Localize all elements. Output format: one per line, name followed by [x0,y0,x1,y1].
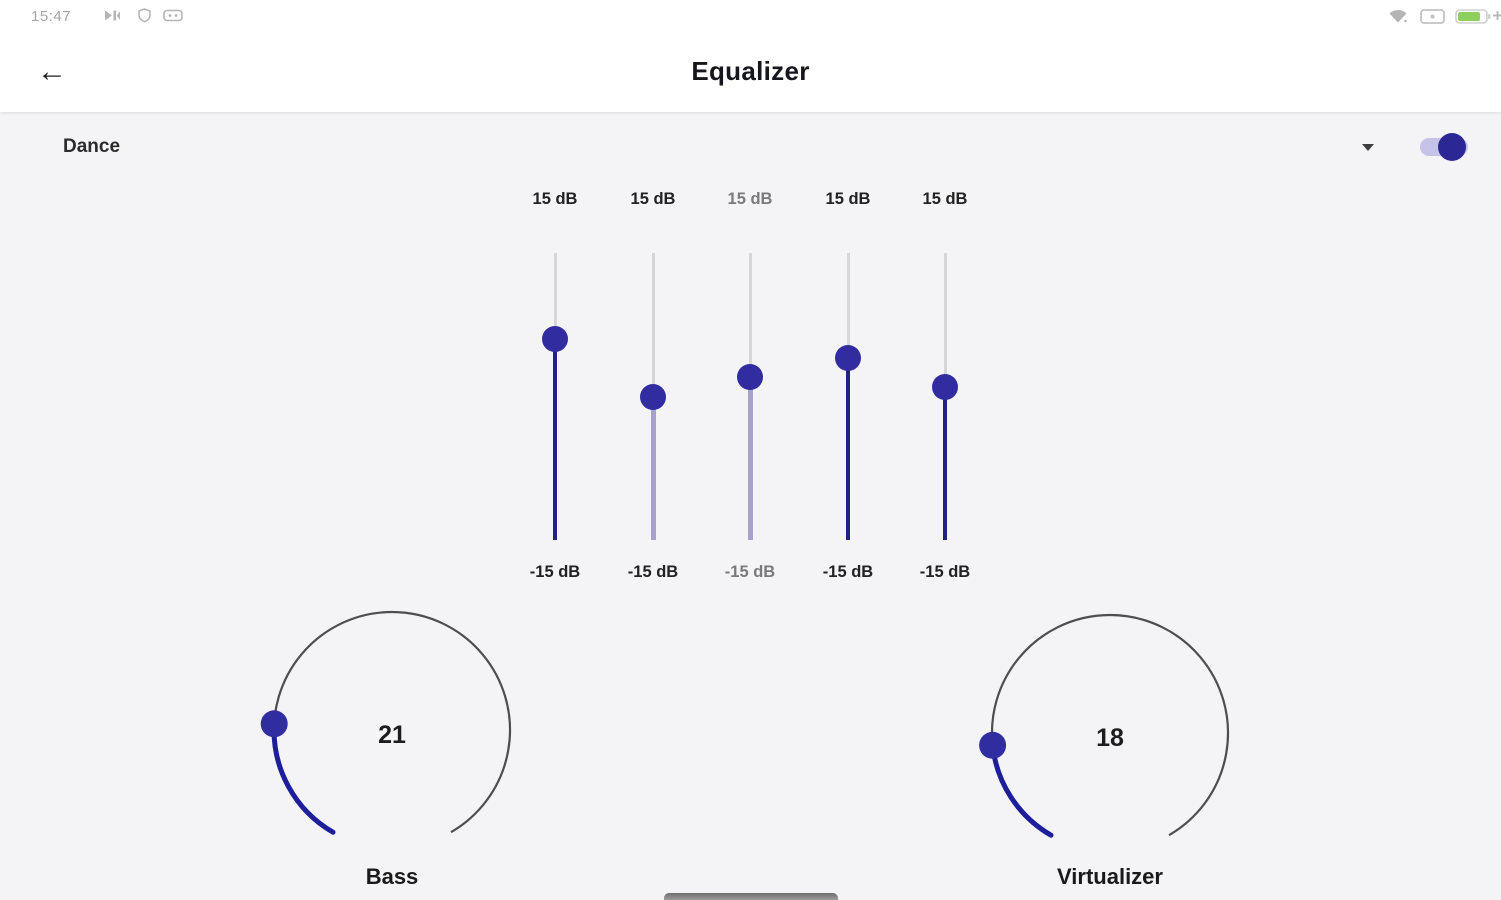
eq-band-5: 15 dB -15 dB [895,185,995,605]
eq-slider-thumb[interactable] [737,364,763,391]
virtualizer-knob-thumb[interactable] [979,731,1007,759]
band-max-label: 15 dB [922,190,968,208]
eq-band-3: 15 dB -15 dB [700,185,800,605]
bass-knob-thumb[interactable] [260,710,288,738]
eq-slider-thumb[interactable] [640,383,666,410]
bass-knob-dial[interactable] [247,585,537,875]
band-min-label: -15 dB [822,563,874,581]
status-bar: 15:47 [0,0,1501,32]
status-time: 15:47 [31,8,72,25]
back-button[interactable]: ← [37,55,67,88]
virtualizer-value: 18 [1096,724,1124,752]
bass-label: Bass [365,864,419,889]
eq-band-4: 15 dB -15 dB [798,185,898,605]
wifi-icon [1388,8,1408,24]
plus-icon [1492,10,1501,21]
equalizer-toggle[interactable] [1420,133,1468,161]
eq-slider-thumb[interactable] [542,326,568,353]
eq-slider-fill [943,386,947,540]
toggle-thumb [1438,133,1466,161]
band-max-label: 15 dB [532,190,578,208]
chevron-down-icon[interactable] [1362,144,1374,151]
virtualizer-label: Virtualizer [1057,864,1163,889]
battery-icon [1455,9,1491,24]
dotted-rect-icon [163,9,183,22]
app-bar: ← Equalizer [0,32,1501,112]
page-title: Equalizer [691,56,810,86]
shield-icon [137,8,152,23]
bottom-button-partial[interactable] [664,893,838,900]
eq-slider-fill [650,396,656,540]
eq-band-1: 15 dB -15 dB [505,185,605,605]
eq-slider-thumb[interactable] [932,373,958,400]
virtualizer-knob: 18 [965,588,1255,878]
virtualizer-knob-dial[interactable] [965,588,1255,878]
skip-next-icon [104,9,120,22]
band-max-label: 15 dB [727,190,773,208]
top-bar-background [0,0,1501,112]
band-min-label: -15 dB [919,563,971,581]
band-max-label: 15 dB [630,190,676,208]
bass-knob: 21 [247,585,537,875]
eq-slider-thumb[interactable] [835,345,861,372]
band-max-label: 15 dB [825,190,871,208]
eq-slider-fill [846,358,850,540]
bass-value: 21 [378,721,406,749]
band-min-label: -15 dB [627,563,679,581]
sim-card-icon [1420,9,1445,24]
preset-dropdown[interactable]: Dance [63,136,121,157]
eq-band-2: 15 dB -15 dB [603,185,703,605]
band-min-label: -15 dB [724,563,776,581]
eq-slider-fill [553,339,557,540]
band-min-label: -15 dB [529,563,581,581]
eq-slider-fill [747,377,753,540]
